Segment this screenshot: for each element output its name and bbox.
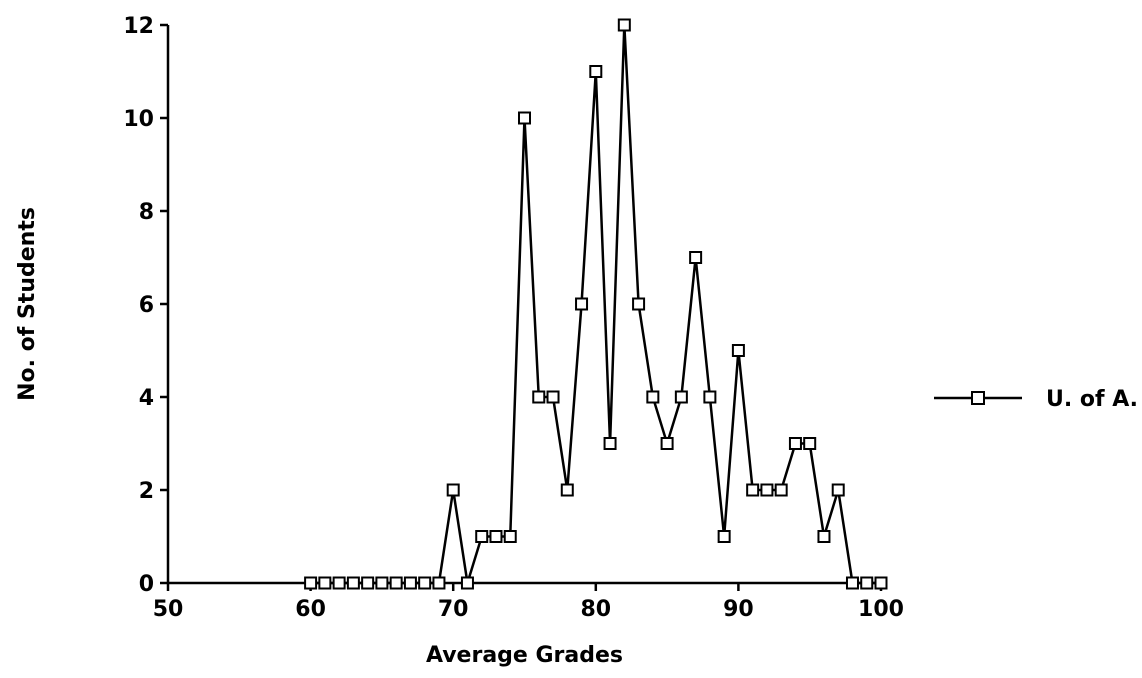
x-tick-label: 70 [438,597,469,622]
data-point-marker [633,299,644,310]
data-point-marker [576,299,587,310]
data-point-marker [348,578,359,589]
data-point-marker [662,438,673,449]
data-point-marker [476,531,487,542]
data-point-marker [376,578,387,589]
data-point-marker [391,578,402,589]
data-point-marker [876,578,887,589]
x-tick-label: 100 [858,597,904,622]
data-point-marker [334,578,345,589]
data-point-marker [433,578,444,589]
y-axis-title: No. of Students [15,207,40,401]
x-tick-label: 80 [580,597,611,622]
data-point-marker [776,485,787,496]
data-point-marker [490,531,501,542]
data-point-marker [719,531,730,542]
y-tick-label: 10 [123,107,154,132]
y-tick-label: 0 [139,572,154,597]
x-tick-label: 50 [153,597,184,622]
legend: U. of A. [934,387,1138,412]
data-point-marker [847,578,858,589]
data-point-marker [505,531,516,542]
data-point-marker [676,392,687,403]
data-point-marker [405,578,416,589]
data-point-marker [462,578,473,589]
y-tick-label: 2 [139,479,154,504]
y-tick-label: 6 [139,293,154,318]
series-line [311,25,881,583]
y-tick-group: 0 2 4 6 8 10 12 [123,14,168,597]
data-point-marker [861,578,872,589]
data-point-marker [647,392,658,403]
data-point-marker [533,392,544,403]
data-point-marker [319,578,330,589]
x-axis-title: Average Grades [426,643,623,668]
data-point-marker [747,485,758,496]
chart-axes [168,25,881,583]
y-tick-label: 4 [139,386,154,411]
series-group [305,20,886,589]
data-point-marker [733,345,744,356]
data-point-marker [419,578,430,589]
legend-marker [972,392,984,404]
data-point-marker [619,20,630,31]
y-tick-label: 8 [139,200,154,225]
data-point-marker [605,438,616,449]
data-point-marker [590,66,601,77]
data-point-marker [548,392,559,403]
legend-label-u-of-a: U. of A. [1046,387,1138,412]
data-point-marker [804,438,815,449]
x-tick-group: 50 60 70 80 90 100 [153,583,904,622]
x-tick-label: 60 [295,597,326,622]
data-point-marker [305,578,316,589]
data-point-marker [448,485,459,496]
x-tick-label: 90 [723,597,754,622]
y-tick-label: 12 [123,14,154,39]
data-point-marker [562,485,573,496]
data-point-marker [761,485,772,496]
data-point-marker [818,531,829,542]
data-point-marker [704,392,715,403]
data-point-marker [833,485,844,496]
data-point-marker [519,113,530,124]
data-point-marker [362,578,373,589]
data-point-marker [690,252,701,263]
data-point-marker [790,438,801,449]
